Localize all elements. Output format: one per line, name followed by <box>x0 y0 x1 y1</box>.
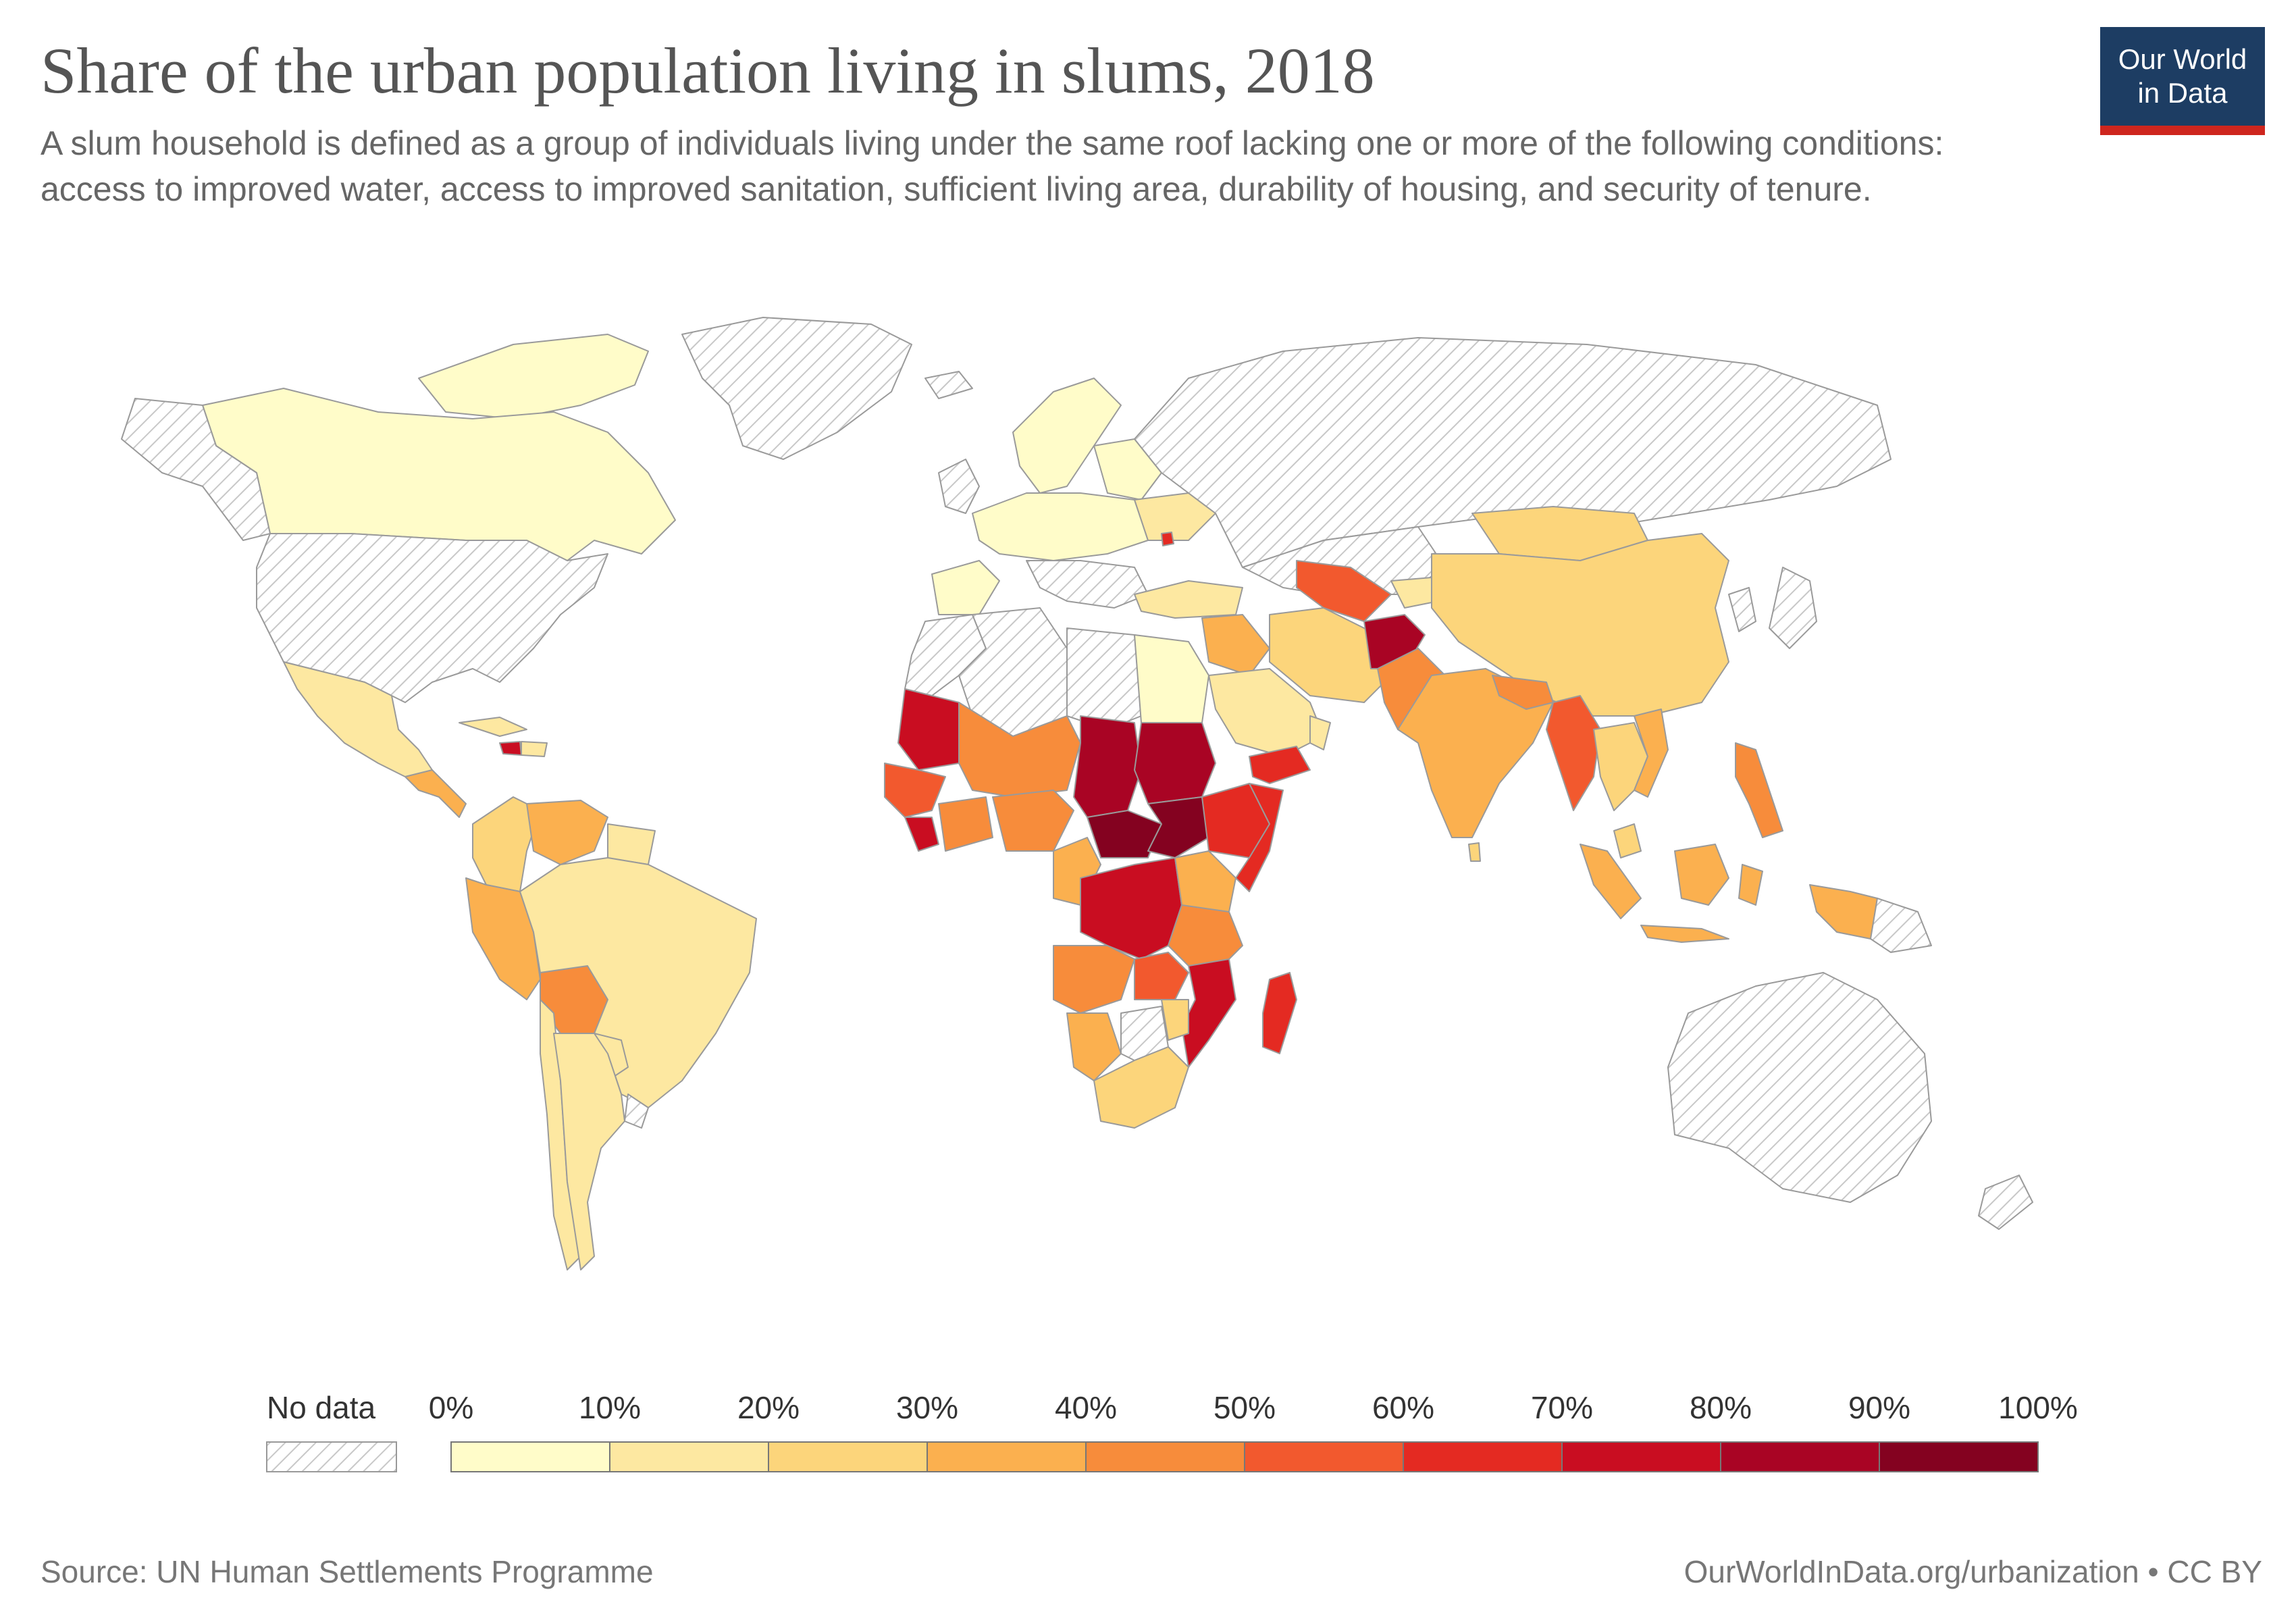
region-sierra-leone-liberia[interactable] <box>904 817 939 852</box>
legend-bin-6[interactable] <box>1403 1441 1563 1472</box>
region-vietnam-cambodia[interactable] <box>1634 709 1669 798</box>
region-argentina[interactable] <box>553 1033 625 1270</box>
legend-tick-8: 80% <box>1690 1390 1752 1425</box>
region-new-zealand[interactable] <box>1978 1175 2033 1230</box>
region-dominican-republic[interactable] <box>521 741 548 757</box>
legend-tick-9: 90% <box>1848 1390 1910 1425</box>
region-saudi-arabia[interactable] <box>1208 668 1324 757</box>
owid-logo[interactable]: Our World in Data <box>2100 27 2265 135</box>
region-china[interactable] <box>1431 533 1729 717</box>
region-egypt[interactable] <box>1134 634 1209 723</box>
region-colombia[interactable] <box>472 796 541 892</box>
legend: No data 0% 10% 20% 30% 40% 50% 60% 70% 80% 90% 100… <box>266 1390 2078 1472</box>
region-java[interactable] <box>1640 925 1729 943</box>
region-philippines[interactable] <box>1735 742 1783 838</box>
region-malaysia[interactable] <box>1613 823 1642 858</box>
region-yemen[interactable] <box>1249 746 1311 784</box>
legend-tick-5: 50% <box>1214 1390 1276 1425</box>
region-angola[interactable] <box>1053 945 1135 1014</box>
region-western-europe[interactable] <box>972 492 1149 561</box>
region-ukraine[interactable] <box>1134 492 1216 541</box>
legend-tick-3: 30% <box>896 1390 958 1425</box>
region-australia[interactable] <box>1667 972 1932 1203</box>
legend-tick-7: 70% <box>1531 1390 1593 1425</box>
legend-tick-10: 100% <box>1998 1390 2078 1425</box>
region-nepal-bangladesh[interactable] <box>1492 675 1554 710</box>
legend-bin-7[interactable] <box>1561 1441 1721 1472</box>
footer-url[interactable]: OurWorldInData.org/urbanization • CC BY <box>1684 1554 2262 1589</box>
region-alaska[interactable] <box>121 398 271 541</box>
region-italy-balkans[interactable] <box>1026 560 1149 609</box>
region-somalia[interactable] <box>1235 783 1284 892</box>
region-nigeria[interactable] <box>992 790 1074 852</box>
region-uruguay[interactable] <box>624 1093 649 1129</box>
chart-title: Share of the urban population living in … <box>41 34 1375 107</box>
region-sudan[interactable] <box>1134 722 1216 804</box>
region-thailand-laos[interactable] <box>1593 722 1648 811</box>
region-iran[interactable] <box>1269 607 1392 703</box>
region-sulawesi[interactable] <box>1738 864 1763 906</box>
region-namibia[interactable] <box>1066 1012 1122 1081</box>
legend-tick-labels: 0% 10% 20% 30% 40% 50% 60% 70% 80% 90% 100% <box>429 1390 2078 1425</box>
legend-tick-6: 60% <box>1372 1390 1434 1425</box>
region-chad[interactable] <box>1073 715 1142 818</box>
region-syria-iraq[interactable] <box>1201 614 1270 676</box>
legend-bin-4[interactable] <box>1085 1441 1245 1472</box>
region-myanmar[interactable] <box>1546 695 1601 811</box>
region-japan[interactable] <box>1769 567 1817 649</box>
legend-bin-5[interactable] <box>1244 1441 1404 1472</box>
legend-tick-2: 20% <box>737 1390 800 1425</box>
region-new-guinea[interactable] <box>1809 884 1878 940</box>
region-libya[interactable] <box>1066 627 1142 730</box>
region-mauritania[interactable] <box>897 688 960 771</box>
region-korea[interactable] <box>1728 587 1756 632</box>
region-venezuela[interactable] <box>526 800 608 865</box>
region-ivory-coast-ghana[interactable] <box>938 796 993 852</box>
region-oman[interactable] <box>1309 715 1331 750</box>
region-mali-niger[interactable] <box>958 702 1081 798</box>
region-iberia[interactable] <box>931 560 1000 615</box>
region-brazil[interactable] <box>519 857 757 1108</box>
region-zambia[interactable] <box>1134 952 1189 1000</box>
logo-line-2: in Data <box>2137 77 2228 109</box>
legend-tick-4: 40% <box>1055 1390 1117 1425</box>
region-mozambique[interactable] <box>1181 958 1236 1068</box>
logo-line-1: Our World <box>2118 43 2247 75</box>
region-cuba[interactable] <box>459 717 527 737</box>
region-zimbabwe[interactable] <box>1161 999 1189 1041</box>
legend-bin-3[interactable] <box>927 1441 1087 1472</box>
region-central-america[interactable] <box>405 769 467 818</box>
legend-tick-1: 10% <box>579 1390 641 1425</box>
region-madagascar[interactable] <box>1262 972 1297 1054</box>
region-senegal-guinea[interactable] <box>884 763 946 818</box>
region-haiti[interactable] <box>499 741 522 756</box>
region-south-africa[interactable] <box>1093 1046 1189 1129</box>
legend-bin-1[interactable] <box>609 1441 769 1472</box>
region-iceland[interactable] <box>924 371 973 399</box>
legend-bin-0[interactable] <box>450 1441 610 1472</box>
legend-no-data-label: No data <box>267 1390 376 1425</box>
region-moldova[interactable] <box>1161 532 1174 546</box>
region-sumatra[interactable] <box>1580 844 1642 919</box>
region-borneo[interactable] <box>1674 844 1729 906</box>
legend-tick-0: 0% <box>429 1390 473 1425</box>
legend-no-data-swatch <box>266 1441 397 1472</box>
region-belarus-baltics[interactable] <box>1093 438 1162 500</box>
region-sri-lanka[interactable] <box>1468 842 1481 862</box>
region-greenland[interactable] <box>681 317 912 460</box>
legend-bin-8[interactable] <box>1720 1441 1880 1472</box>
legend-color-bins <box>450 1441 2039 1472</box>
legend-bin-9[interactable] <box>1879 1441 2039 1472</box>
legend-bin-2[interactable] <box>768 1441 928 1472</box>
region-papua-new-guinea[interactable] <box>1870 898 1932 953</box>
region-uk-ireland[interactable] <box>938 459 980 514</box>
chart-subtitle: A slum household is defined as a group o… <box>41 124 1944 208</box>
region-turkey[interactable] <box>1134 580 1243 619</box>
region-arctic-islands[interactable] <box>418 334 649 419</box>
source-note: Source: UN Human Settlements Programme <box>41 1554 654 1589</box>
